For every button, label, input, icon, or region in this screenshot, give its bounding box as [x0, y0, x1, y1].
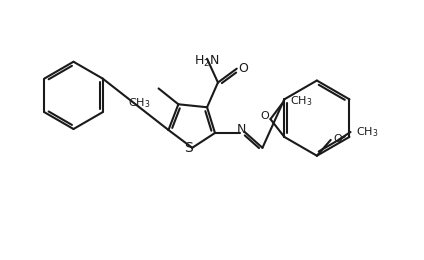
Text: O: O — [334, 134, 343, 144]
Text: O: O — [239, 62, 248, 75]
Text: CH$_3$: CH$_3$ — [357, 125, 379, 139]
Text: CH$_3$: CH$_3$ — [290, 94, 313, 108]
Text: N: N — [237, 122, 246, 135]
Text: CH$_3$: CH$_3$ — [128, 96, 151, 110]
Text: O: O — [261, 111, 270, 121]
Text: H$_2$N: H$_2$N — [194, 54, 220, 69]
Text: S: S — [184, 141, 192, 155]
